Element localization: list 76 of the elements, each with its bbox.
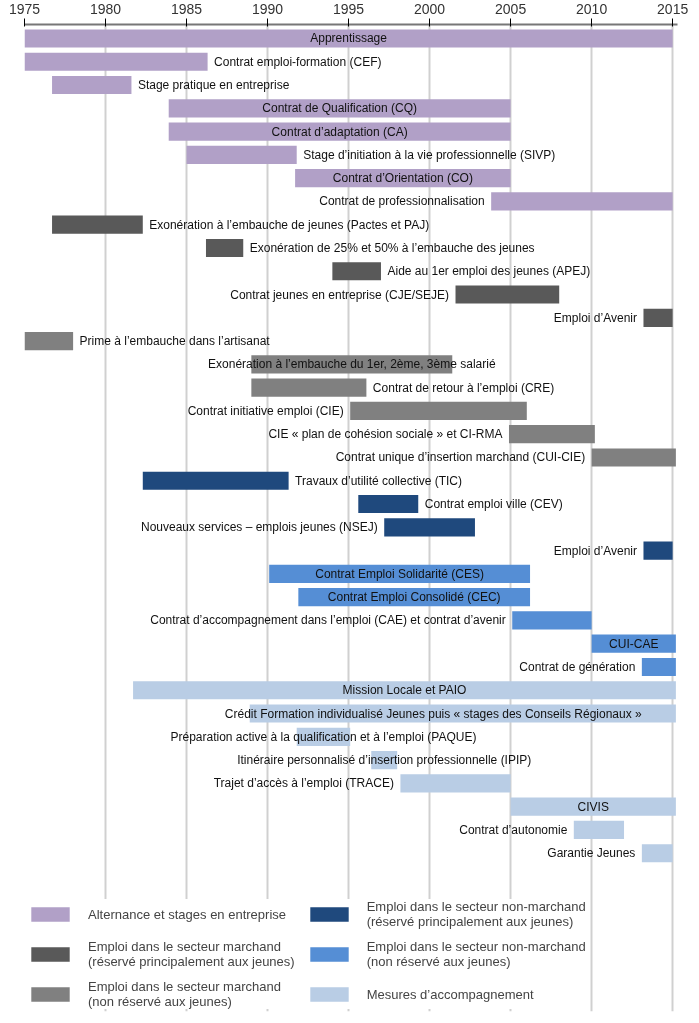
bar	[186, 145, 297, 164]
bar	[24, 52, 208, 71]
y-tick-label: Contrat de génération	[519, 659, 636, 674]
bar	[508, 425, 595, 444]
y-tick-label: Garantie Jeunes	[547, 846, 636, 861]
bar	[641, 657, 676, 677]
y-tick-label: Contrat initiative emploi (CIE)	[187, 403, 344, 418]
legend-label: Emploi dans le secteur non-marchand (réservé principalement aux jeunes)	[366, 899, 586, 929]
bar	[643, 308, 673, 327]
x-tick-label: 1995	[333, 0, 365, 17]
y-tick-label: Contrat de retour à l’emploi (CRE)	[372, 380, 555, 395]
x-tick-label: 2010	[576, 0, 608, 17]
y-tick-label: Stage pratique en entreprise	[137, 78, 290, 93]
y-tick-label: Emploi d’Avenir	[553, 310, 637, 325]
y-tick-label: Contrat d’autonomie	[459, 822, 568, 837]
y-tick-label: Aide au 1er emploi des jeunes (APEJ)	[387, 264, 591, 279]
x-tick-label: 1985	[170, 0, 203, 17]
bar	[350, 401, 527, 420]
y-tick-label: Trajet d’accès à l’emploi (TRACE)	[213, 776, 394, 791]
y-tick-label: Exonération de 25% et 50% à l’embauche des jeunes	[249, 240, 535, 255]
y-tick-label: Exonération à l’embauche de jeunes (Pactes et PAJ)	[149, 217, 430, 232]
y-tick-label: Contrat d’accompagnement dans l’emploi (CAE) et contrat d’avenir	[150, 613, 506, 628]
bar	[133, 681, 676, 700]
bar	[591, 448, 676, 467]
bar	[643, 541, 673, 560]
x-tick-label: 2000	[414, 0, 446, 17]
bar	[52, 215, 143, 234]
bar	[142, 471, 289, 490]
bar	[641, 844, 673, 863]
y-tick-label: Contrat de Qualification (CQ)	[262, 101, 418, 116]
bar	[251, 378, 367, 397]
y-tick-label: Contrat emploi ville (CEV)	[424, 497, 563, 512]
y-tick-label: Travaux d’utilité collective (TIC)	[295, 473, 463, 488]
bar	[205, 238, 244, 258]
y-tick-label: Stage d’initiation à la vie professionnelle (SIVP)	[303, 147, 556, 162]
bar	[512, 611, 592, 630]
bar	[384, 518, 475, 537]
x-tick-label: 1990	[251, 0, 284, 17]
y-tick-label: Contrat de professionnalisation	[319, 194, 485, 209]
y-tick-label: Emploi d’Avenir	[553, 543, 637, 558]
legend-label: Emploi dans le secteur non-marchand (non réservé aux jeunes)	[366, 939, 586, 969]
y-tick-label: Contrat d’adaptation (CA)	[271, 124, 408, 139]
y-tick-label: Nouveaux services – emplois jeunes (NSEJ)	[140, 520, 378, 535]
y-tick-label: Contrat d’Orientation (CO)	[332, 171, 473, 186]
legend-label: Emploi dans le secteur marchand (réservé principalement aux jeunes)	[88, 939, 295, 969]
x-tick-label: 2015	[657, 0, 689, 17]
bar	[573, 820, 625, 840]
y-tick-label: Crédit Formation individualisé Jeunes puis « stages des Conseils Régionaux »	[224, 706, 643, 721]
y-tick-label: Préparation active à la qualification et à l’emploi (PAQUE)	[170, 729, 477, 744]
y-tick-label: CIE « plan de cohésion sociale » et CI-RMA	[268, 427, 503, 442]
y-tick-label: Contrat unique d’insertion marchand (CUI-CIE)	[335, 450, 586, 465]
y-tick-label: CIVIS	[577, 799, 609, 814]
bar	[455, 285, 560, 304]
bar	[491, 192, 673, 211]
legend-label: Alternance et stages en entreprise	[88, 906, 287, 922]
y-tick-label: Contrat emploi-formation (CEF)	[214, 54, 382, 69]
y-tick-label: CUI-CAE	[609, 636, 659, 651]
bar	[332, 262, 381, 281]
y-tick-label: Itinéraire personnalisé d’insertion professionnelle (IPIP)	[237, 753, 532, 768]
x-tick-label: 2005	[495, 0, 527, 17]
bar	[24, 332, 74, 351]
x-tick-label: 1975	[8, 0, 41, 17]
legend-label: Mesures d’accompagnement	[366, 986, 534, 1002]
y-tick-label: Mission Locale et PAIO	[342, 683, 467, 698]
x-tick-label: 1980	[89, 0, 122, 17]
bar	[52, 75, 132, 95]
y-tick-label: Contrat Emploi Solidarité (CES)	[315, 566, 484, 581]
y-tick-label: Prime à l’embauche dans l’artisanat	[79, 334, 271, 349]
bar	[510, 797, 676, 816]
bar	[24, 29, 673, 48]
bar	[400, 774, 511, 793]
legend-label: Emploi dans le secteur marchand (non réservé aux jeunes)	[88, 979, 281, 1009]
y-tick-label: Contrat jeunes en entreprise (CJE/SEJE)	[230, 287, 450, 302]
bar	[358, 494, 419, 514]
y-tick-label: Apprentissage	[310, 31, 388, 46]
y-tick-label: Contrat Emploi Consolidé (CEC)	[327, 590, 501, 605]
